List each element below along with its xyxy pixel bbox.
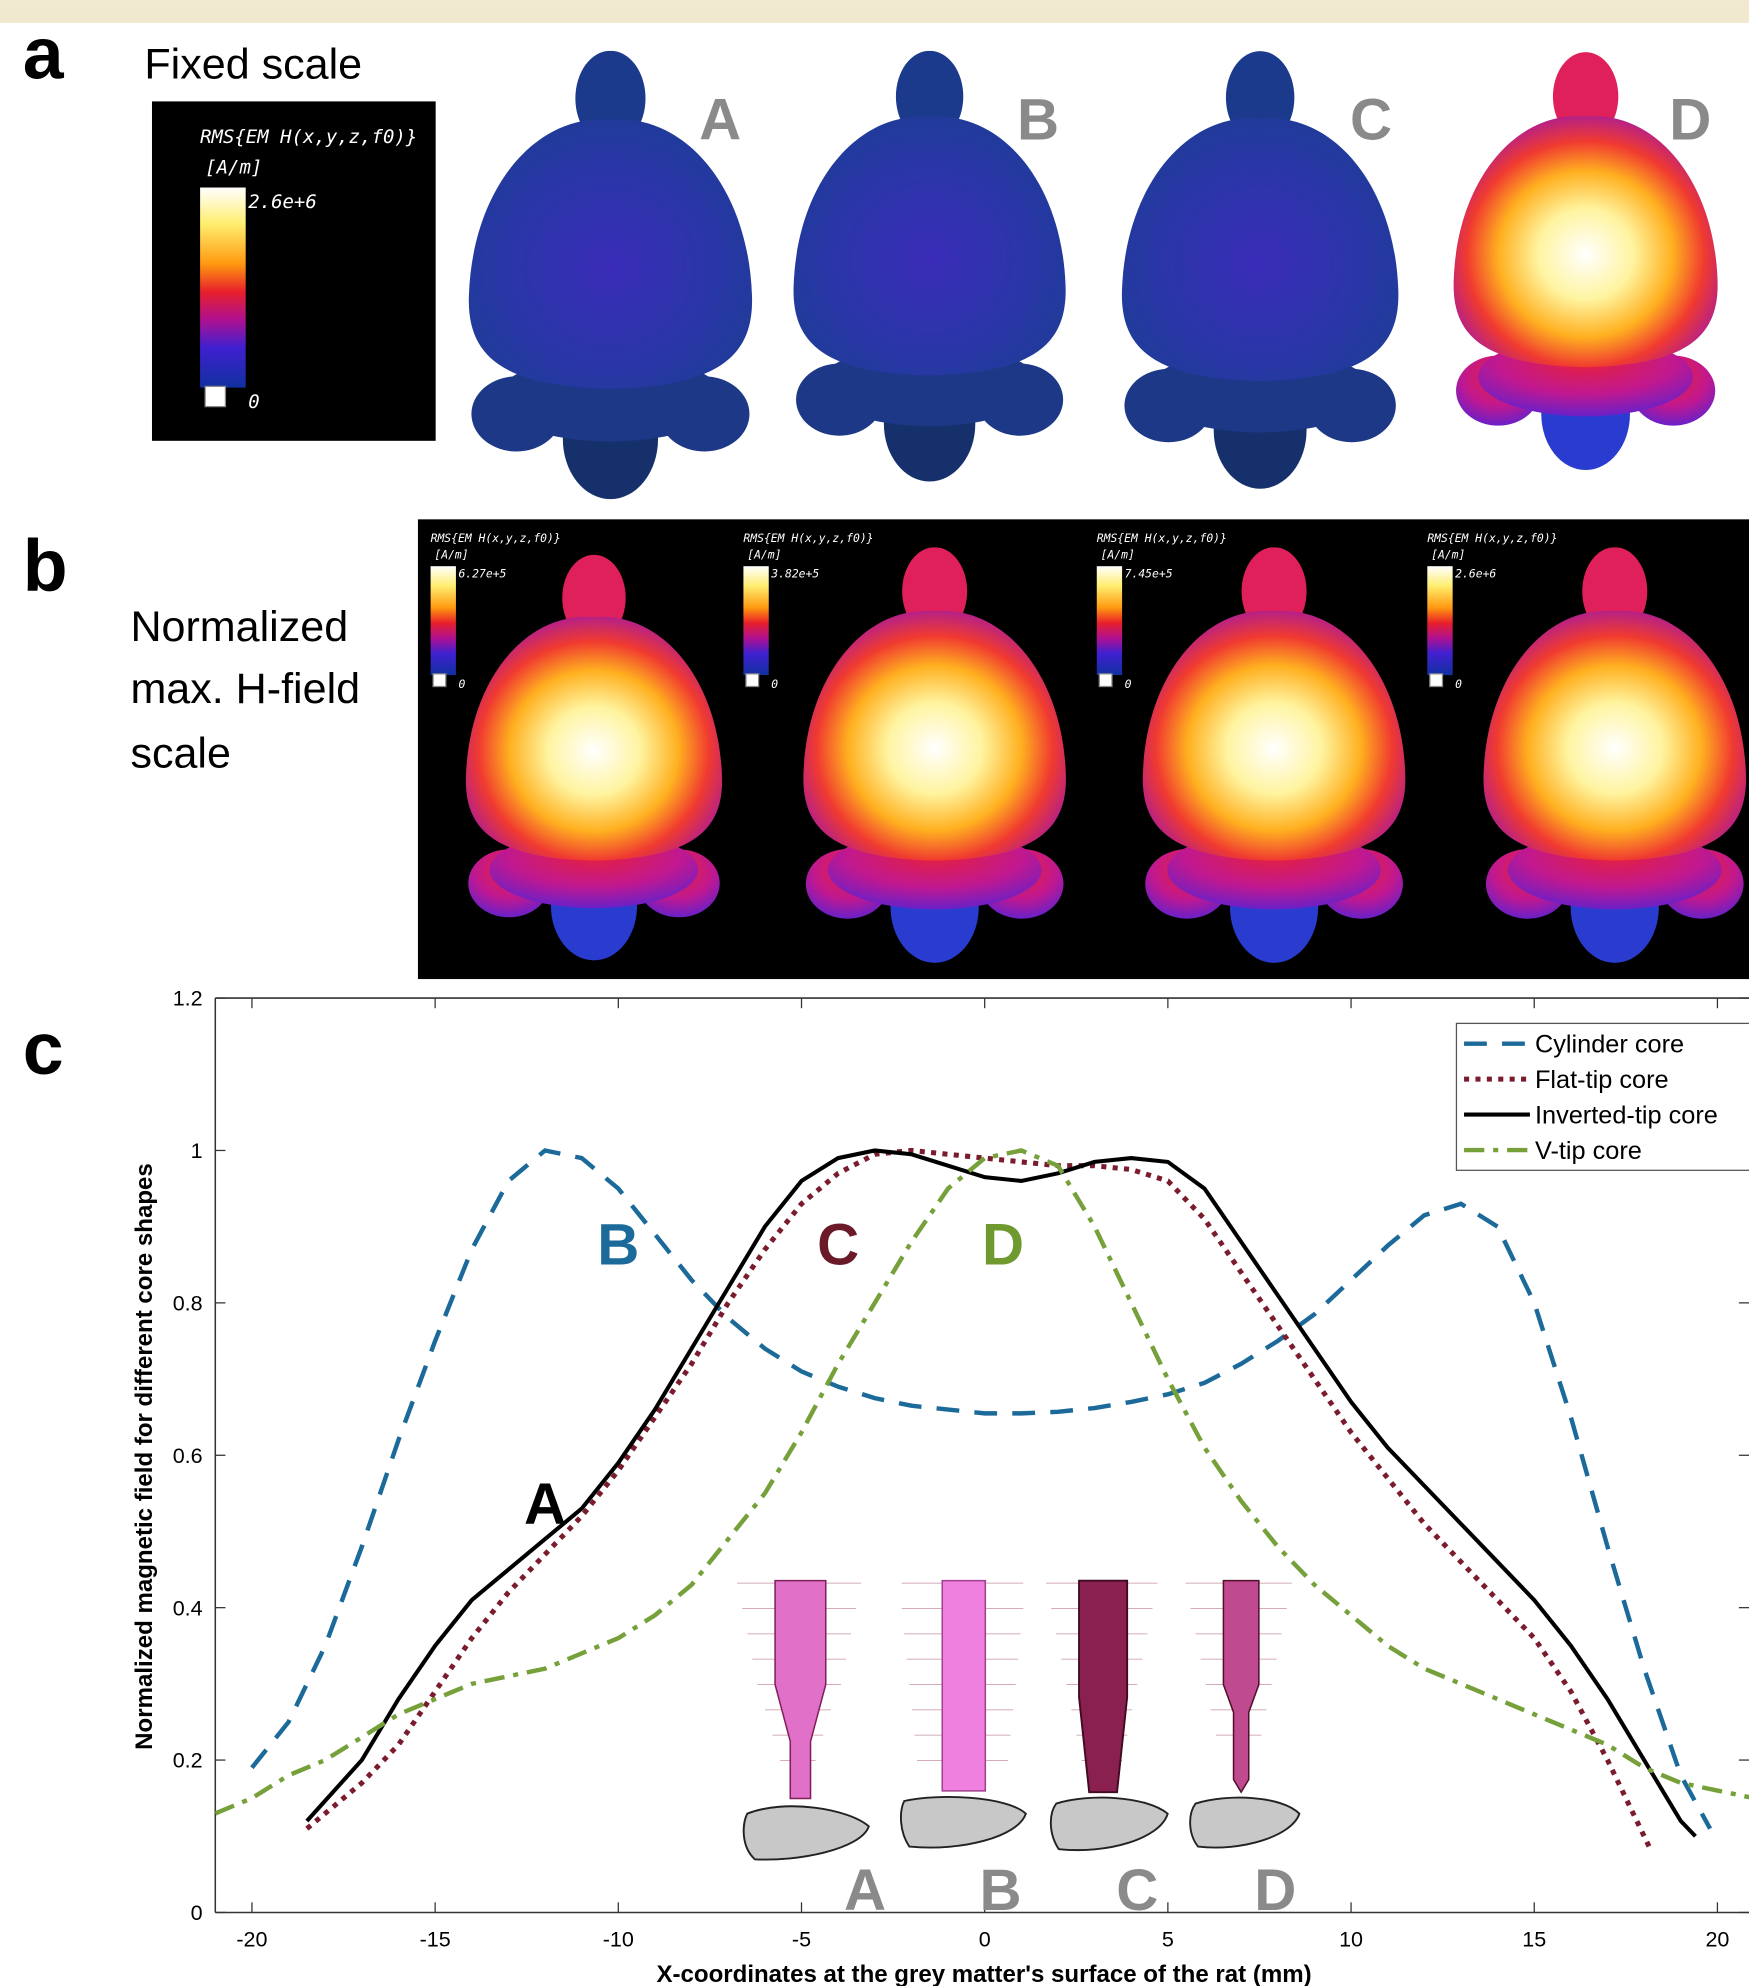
y-tick-label: 0.2 (173, 1749, 203, 1773)
colorbar (200, 188, 246, 388)
colorbar-unit: [A/m] (1101, 548, 1135, 562)
colorbar (743, 566, 768, 675)
top-strip (0, 0, 1749, 23)
colorbar-max: 2.6e+6 (248, 191, 317, 213)
panel-title: max. H-field (130, 665, 360, 713)
colorbar-unit: [A/m] (205, 157, 262, 179)
colorbar-icon (433, 674, 446, 687)
y-axis-label: Normalized magnetic field for different … (131, 1163, 158, 1750)
panel-label: b (23, 524, 68, 606)
x-tick-label: 5 (1162, 1928, 1174, 1952)
annotation: A (524, 1472, 566, 1537)
colorbar (431, 566, 456, 675)
brain-label: B (1017, 87, 1059, 152)
colorbar-min: 0 (1455, 677, 1462, 691)
inset-label: C (1116, 1858, 1158, 1923)
x-axis-label: X-coordinates at the grey matter's surfa… (656, 1961, 1311, 1986)
legend-label: Flat-tip core (1535, 1066, 1669, 1094)
annotation: C (817, 1213, 859, 1278)
colorbar-icon (1099, 674, 1112, 687)
legend-label: Cylinder core (1535, 1031, 1684, 1059)
colorbar-max: 6.27e+5 (458, 567, 506, 581)
colorbar-quantity: RMS{EM H(x,y,z,f0)} (1427, 531, 1557, 545)
y-tick-label: 0 (191, 1901, 203, 1925)
colorbar-quantity: RMS{EM H(x,y,z,f0)} (431, 531, 561, 545)
panel-label: c (23, 1008, 64, 1090)
colorbar-quantity: RMS{EM H(x,y,z,f0)} (200, 126, 417, 148)
colorbar-icon (1430, 674, 1443, 687)
page: { "panel_a": { "label": "a", "title": "F… (0, 0, 1749, 1986)
panel-title: Normalized (130, 603, 348, 651)
inset-label: B (979, 1858, 1021, 1923)
x-tick-label: -5 (792, 1928, 811, 1952)
colorbar-max: 7.45e+5 (1125, 567, 1173, 581)
brain-label: D (1669, 87, 1711, 152)
annotation: B (597, 1213, 639, 1278)
brain-label: A (699, 87, 741, 152)
x-tick-label: 20 (1705, 1928, 1729, 1952)
colorbar-quantity: RMS{EM H(x,y,z,f0)} (1097, 531, 1227, 545)
x-tick-label: -15 (420, 1928, 451, 1952)
y-tick-label: 0.4 (173, 1596, 203, 1620)
colorbar-min: 0 (771, 677, 778, 691)
x-tick-label: 15 (1522, 1928, 1546, 1952)
figure: a Fixed scale RMS{EM H(x,y,z,f0)} [A/m] … (0, 0, 1749, 1986)
x-tick-label: -20 (236, 1928, 267, 1952)
colorbar (1427, 566, 1452, 675)
y-tick-label: 0.8 (173, 1291, 203, 1315)
colorbar-unit: [A/m] (434, 548, 468, 562)
y-tick-label: 1 (191, 1139, 203, 1163)
x-tick-label: -10 (603, 1928, 634, 1952)
colorbar-box (152, 101, 436, 440)
y-tick-label: 1.2 (173, 987, 203, 1011)
x-tick-label: 10 (1339, 1928, 1363, 1952)
legend-label: V-tip core (1535, 1137, 1642, 1165)
colorbar-max: 2.6e+6 (1455, 567, 1496, 581)
panel-title: scale (130, 730, 231, 778)
colorbar-icon (746, 674, 759, 687)
colorbar-min: 0 (458, 677, 465, 691)
legend-label: Inverted-tip core (1535, 1101, 1718, 1129)
brain-label: C (1350, 87, 1392, 152)
annotation: D (982, 1213, 1024, 1278)
panel-title: Fixed scale (144, 41, 362, 89)
y-tick-label: 0.6 (173, 1444, 203, 1468)
colorbar-max: 3.82e+5 (770, 567, 819, 581)
colorbar-min: 0 (248, 391, 259, 413)
colorbar-icon (205, 386, 225, 406)
inset-label: A (844, 1858, 886, 1923)
x-tick-label: 0 (979, 1928, 991, 1952)
colorbar-min: 0 (1125, 677, 1132, 691)
colorbar-unit: [A/m] (1431, 548, 1465, 562)
inset-label: D (1254, 1858, 1296, 1923)
colorbar-unit: [A/m] (747, 548, 781, 562)
panel-label: a (23, 13, 65, 95)
colorbar (1097, 566, 1122, 675)
colorbar-quantity: RMS{EM H(x,y,z,f0)} (743, 531, 873, 545)
